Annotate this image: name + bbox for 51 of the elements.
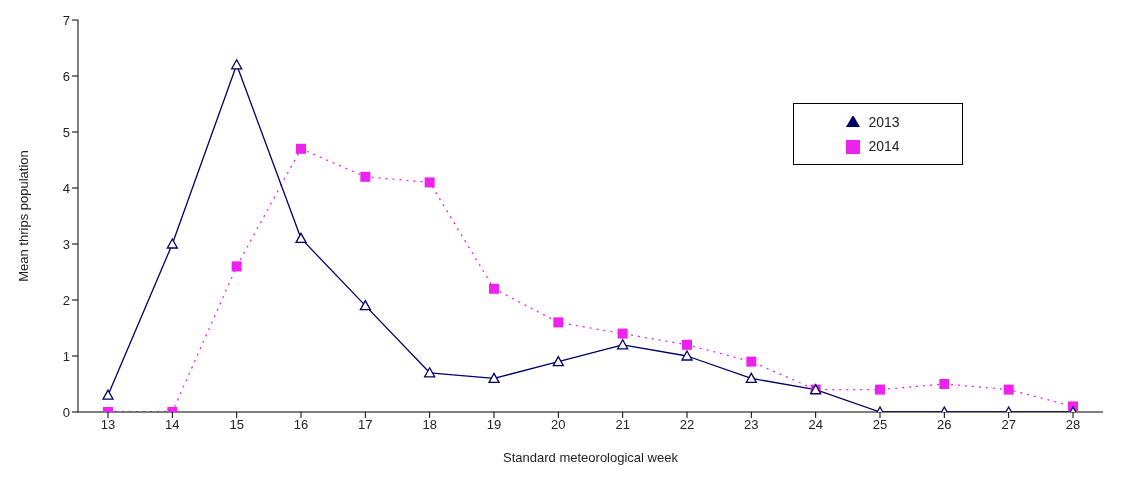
x-tick-label: 25 [872, 417, 888, 433]
y-tick-label: 6 [62, 68, 70, 84]
x-tick-label: 20 [551, 417, 566, 433]
y-axis-title: Mean thrips population [15, 150, 31, 282]
y-tick-label: 0 [62, 404, 70, 420]
y-tick-label: 5 [62, 124, 70, 140]
x-tick-label: 26 [937, 417, 952, 433]
y-tick-label: 4 [62, 180, 70, 196]
point [102, 389, 114, 400]
x-tick-label: 22 [679, 417, 695, 433]
point [424, 177, 435, 188]
point [296, 143, 306, 154]
point [553, 317, 564, 328]
x-tick-label: 17 [358, 417, 373, 433]
x-tick-label: 16 [293, 417, 309, 433]
point [166, 238, 178, 249]
point [681, 350, 693, 361]
y-tick-label: 2 [62, 292, 70, 308]
x-tick-label: 15 [229, 417, 244, 433]
point [617, 328, 628, 339]
legend-label: 2013 [867, 114, 900, 130]
x-tick-label: 13 [100, 417, 116, 433]
point [552, 355, 564, 367]
point [745, 372, 757, 384]
x-tick-label: 24 [808, 417, 823, 433]
point [489, 283, 499, 294]
point [295, 232, 307, 244]
point [359, 299, 371, 311]
point [617, 339, 629, 350]
point [682, 339, 692, 350]
y-tick-label: 3 [62, 236, 70, 252]
point [231, 261, 242, 272]
point [360, 171, 371, 182]
x-tick-label: 14 [165, 417, 180, 433]
x-tick-label: 27 [1001, 417, 1016, 433]
point [488, 372, 500, 384]
point [1003, 384, 1014, 395]
x-tick-label: 28 [1065, 417, 1081, 433]
x-tick-label: 18 [422, 417, 437, 433]
y-tick-label: 1 [62, 348, 70, 364]
legend-label: 2014 [867, 138, 900, 154]
point [231, 59, 243, 70]
point [939, 379, 950, 389]
point [746, 356, 757, 367]
point [875, 384, 885, 395]
x-tick-label: 23 [744, 417, 759, 433]
x-tick-label: 21 [615, 417, 630, 433]
x-tick-label: 19 [486, 417, 502, 433]
point [424, 367, 436, 378]
y-tick-label: 7 [62, 12, 70, 28]
x-axis-title: Standard meteorological week [503, 450, 679, 465]
